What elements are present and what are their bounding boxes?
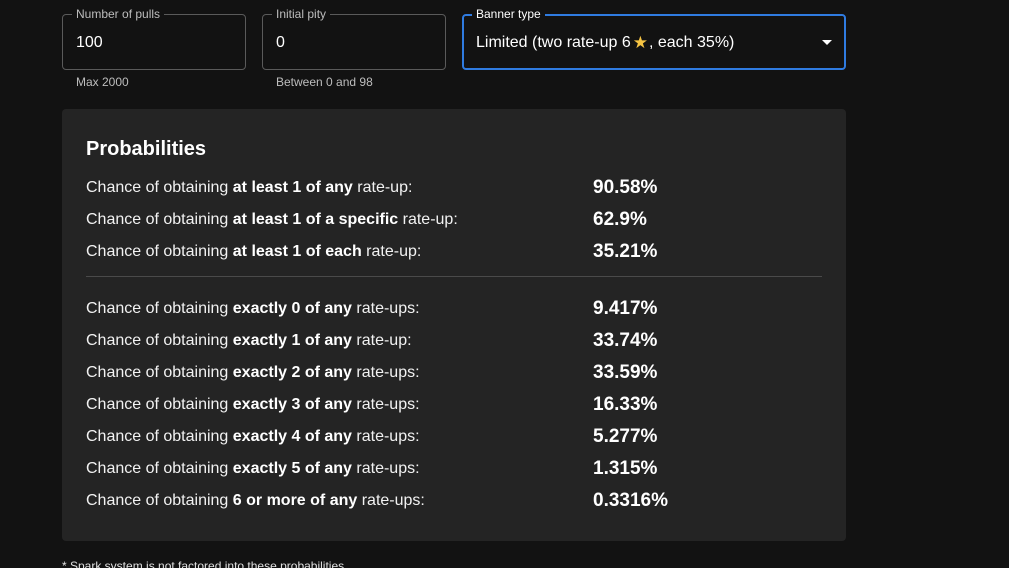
probabilities-card: Probabilities Chance of obtaining at lea… xyxy=(62,109,846,541)
probability-label-emphasis: exactly 2 of any xyxy=(232,364,352,381)
probability-label-suffix: rate-up: xyxy=(351,332,412,349)
probability-label-suffix: rate-ups: xyxy=(351,428,420,445)
probability-label-emphasis: 6 or more of any xyxy=(232,492,358,509)
banner-type-select[interactable]: Banner type Limited (two rate-up 6 ★, eac… xyxy=(462,7,846,70)
initial-pity-helper: Between 0 and 98 xyxy=(276,75,373,89)
probability-row: Chance of obtaining at least 1 of each r… xyxy=(86,241,822,263)
probability-row: Chance of obtaining exactly 0 of any rat… xyxy=(86,298,822,320)
probability-label: Chance of obtaining exactly 0 of any rat… xyxy=(86,298,420,320)
probability-label-suffix: rate-ups: xyxy=(351,300,420,317)
probability-label: Chance of obtaining at least 1 of a spec… xyxy=(86,209,458,231)
probability-label-emphasis: at least 1 of a specific xyxy=(232,211,399,228)
probability-value: 33.74% xyxy=(593,330,658,351)
banner-type-value-prefix: Limited (two rate-up 6 xyxy=(476,34,631,51)
number-of-pulls-helper: Max 2000 xyxy=(76,75,129,89)
probability-label-suffix: rate-ups: xyxy=(357,492,425,509)
initial-pity-input[interactable]: 0 xyxy=(276,34,285,51)
probability-label-prefix: Chance of obtaining xyxy=(86,243,229,260)
probability-label: Chance of obtaining at least 1 of any ra… xyxy=(86,177,412,199)
probability-row: Chance of obtaining exactly 1 of any rat… xyxy=(86,330,822,352)
probability-label-emphasis: exactly 0 of any xyxy=(232,300,352,317)
probability-label-emphasis: exactly 1 of any xyxy=(232,332,352,349)
initial-pity-label: Initial pity xyxy=(272,7,331,21)
probabilities-title: Probabilities xyxy=(86,138,207,160)
probability-value: 5.277% xyxy=(593,426,658,447)
probability-value: 33.59% xyxy=(593,362,658,383)
probability-label-suffix: rate-up: xyxy=(398,211,458,228)
probability-value: 0.3316% xyxy=(593,490,669,511)
probability-label-emphasis: at least 1 of any xyxy=(232,179,353,196)
banner-type-label: Banner type xyxy=(472,7,545,21)
probability-row: Chance of obtaining exactly 5 of any rat… xyxy=(86,458,822,480)
footnote: * Spark system is not factored into thes… xyxy=(62,559,345,568)
probability-value: 90.58% xyxy=(593,177,658,198)
probability-label-prefix: Chance of obtaining xyxy=(86,179,229,196)
probability-label: Chance of obtaining exactly 4 of any rat… xyxy=(86,426,420,448)
probability-label-prefix: Chance of obtaining xyxy=(86,460,229,477)
banner-type-value-suffix: , each 35%) xyxy=(648,34,735,51)
probability-label-prefix: Chance of obtaining xyxy=(86,428,229,445)
probability-value: 9.417% xyxy=(593,298,658,319)
star-icon: ★ xyxy=(632,33,648,52)
probability-label-suffix: rate-up: xyxy=(352,179,413,196)
probability-row: Chance of obtaining at least 1 of a spec… xyxy=(86,209,822,231)
number-of-pulls-field[interactable]: Number of pulls 100 xyxy=(62,7,246,70)
probability-label: Chance of obtaining 6 or more of any rat… xyxy=(86,490,425,512)
banner-type-value[interactable]: Limited (two rate-up 6 ★, each 35%) xyxy=(476,33,734,53)
probability-label-prefix: Chance of obtaining xyxy=(86,332,229,349)
probability-label-prefix: Chance of obtaining xyxy=(86,396,229,413)
probability-label-emphasis: exactly 4 of any xyxy=(232,428,352,445)
probability-label: Chance of obtaining at least 1 of each r… xyxy=(86,241,421,263)
chevron-down-icon[interactable] xyxy=(822,40,832,45)
probability-row: Chance of obtaining 6 or more of any rat… xyxy=(86,490,822,512)
probability-label-prefix: Chance of obtaining xyxy=(86,492,229,509)
probability-row: Chance of obtaining exactly 3 of any rat… xyxy=(86,394,822,416)
probability-row: Chance of obtaining exactly 2 of any rat… xyxy=(86,362,822,384)
probability-value: 16.33% xyxy=(593,394,658,415)
probability-label-emphasis: exactly 5 of any xyxy=(232,460,352,477)
probability-label: Chance of obtaining exactly 2 of any rat… xyxy=(86,362,420,384)
probability-label-emphasis: at least 1 of each xyxy=(232,243,362,260)
probability-label-prefix: Chance of obtaining xyxy=(86,300,229,317)
probability-label-suffix: rate-up: xyxy=(361,243,422,260)
probability-label-emphasis: exactly 3 of any xyxy=(232,396,352,413)
probability-label-suffix: rate-ups: xyxy=(351,396,420,413)
probability-row: Chance of obtaining exactly 4 of any rat… xyxy=(86,426,822,448)
probability-value: 62.9% xyxy=(593,209,647,230)
probability-label: Chance of obtaining exactly 3 of any rat… xyxy=(86,394,420,416)
probability-value: 35.21% xyxy=(593,241,658,262)
probability-label-prefix: Chance of obtaining xyxy=(86,211,229,228)
probability-label-prefix: Chance of obtaining xyxy=(86,364,229,381)
probability-label-suffix: rate-ups: xyxy=(351,364,420,381)
initial-pity-field[interactable]: Initial pity 0 xyxy=(262,7,446,70)
probability-label-suffix: rate-ups: xyxy=(351,460,420,477)
probability-value: 1.315% xyxy=(593,458,658,479)
number-of-pulls-label: Number of pulls xyxy=(72,7,165,21)
number-of-pulls-input[interactable]: 100 xyxy=(76,34,103,51)
probability-label: Chance of obtaining exactly 5 of any rat… xyxy=(86,458,420,480)
probability-label: Chance of obtaining exactly 1 of any rat… xyxy=(86,330,412,352)
probability-row: Chance of obtaining at least 1 of any ra… xyxy=(86,177,822,199)
divider xyxy=(86,276,822,277)
